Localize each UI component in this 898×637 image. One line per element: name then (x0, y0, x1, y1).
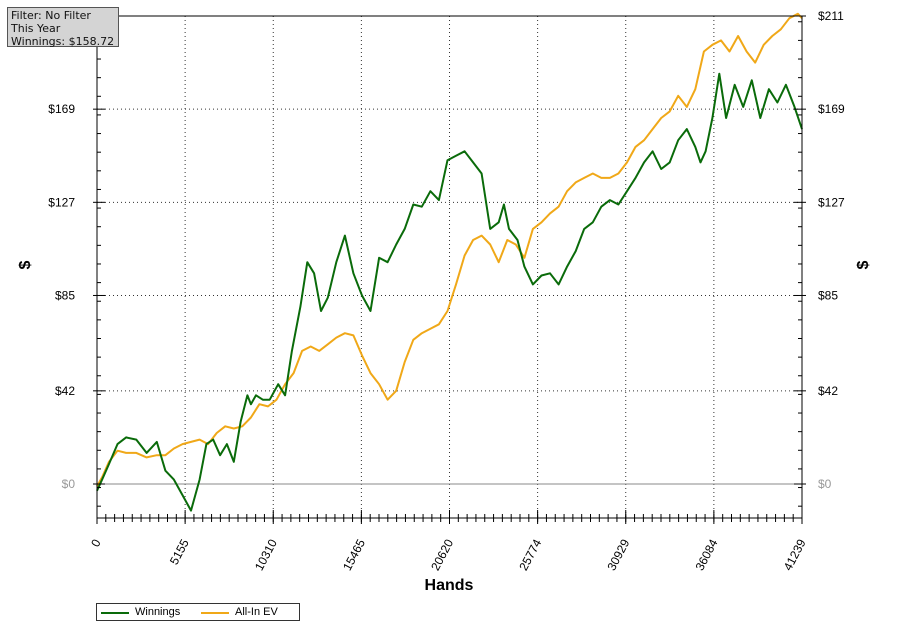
x-tick-label: 20620 (428, 537, 456, 573)
filter-info-box: Filter: No Filter This Year Winnings: $1… (7, 7, 119, 48)
chart-labels: $0 $0 $42 $42 $85 $85 $127 $127 $169 $169 $211 0 515… (17, 9, 872, 594)
y-tick-label-left: $85 (55, 288, 75, 302)
x-tick-label: 30929 (604, 537, 632, 573)
y-tick-label-right: $85 (818, 288, 838, 302)
legend-swatch-ev (201, 612, 229, 614)
y-tick-label-left: $42 (55, 384, 75, 398)
filter-label: Filter: No Filter (11, 9, 91, 22)
x-tick-label: 36084 (692, 537, 720, 573)
y-tick-label-right: $42 (818, 384, 838, 398)
legend-label-ev: All-In EV (235, 606, 278, 618)
y-tick-label-right: $0 (818, 477, 832, 491)
y-tick-label-left: $127 (48, 195, 75, 209)
y-tick-label-right: $169 (818, 102, 845, 116)
x-tick-label: 0 (88, 537, 104, 550)
legend-label-winnings: Winnings (135, 606, 181, 618)
chart-legend: Winnings All-In EV (96, 603, 300, 621)
legend-swatch-winnings (101, 612, 129, 614)
x-tick-label: 41239 (781, 537, 809, 573)
y-tick-label-left: $169 (48, 102, 75, 116)
x-tick-label: 5155 (167, 537, 192, 567)
winnings-total-label: Winnings: $158.72 (11, 35, 115, 48)
chart-axes (93, 15, 806, 524)
series-line-ev (96, 12, 803, 487)
chart-grid (97, 16, 802, 518)
x-tick-label: 15465 (340, 537, 368, 573)
series-layer (96, 12, 803, 512)
period-label: This Year (11, 22, 61, 35)
y-tick-label-right: $211 (818, 9, 844, 23)
y-axis-title-right: $ (855, 260, 872, 269)
x-axis-title: Hands (425, 577, 474, 594)
y-tick-label-right: $127 (818, 195, 845, 209)
x-tick-label: 10310 (252, 537, 280, 573)
y-axis-title-left: $ (17, 260, 34, 269)
x-tick-label: 25774 (516, 537, 544, 573)
series-line-winnings (96, 72, 803, 512)
y-tick-label-left: $0 (62, 477, 76, 491)
